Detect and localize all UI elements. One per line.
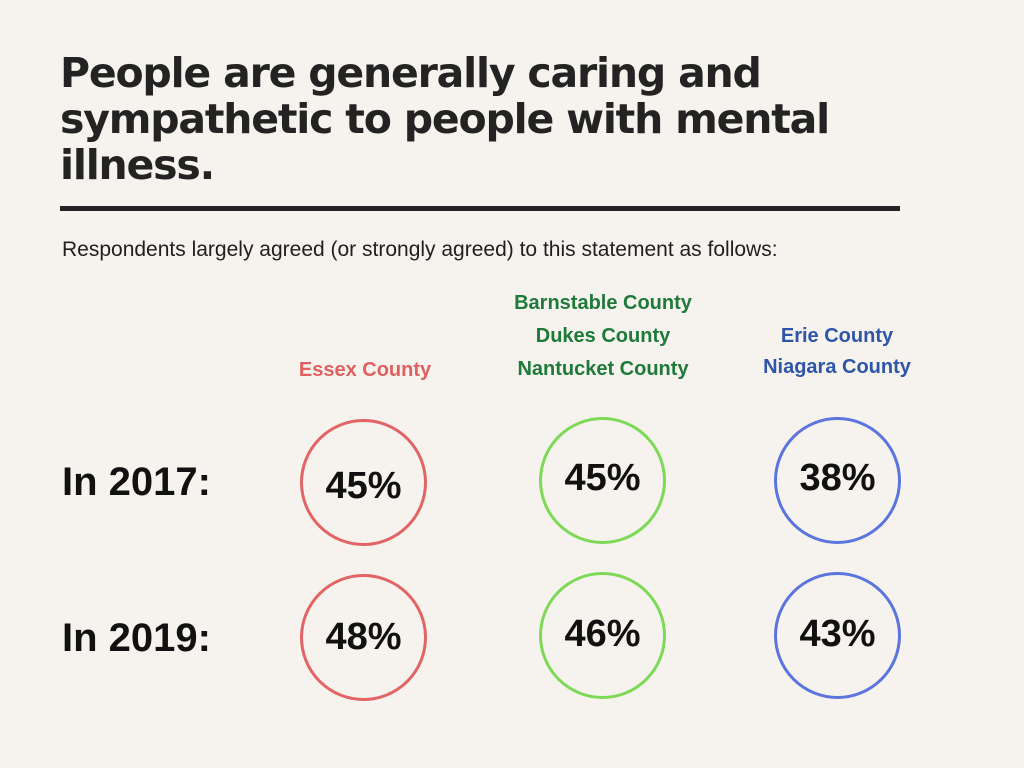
subtitle: Respondents largely agreed (or strongly … bbox=[62, 238, 778, 261]
value-label: 45% bbox=[325, 465, 402, 507]
value-label: 48% bbox=[325, 616, 402, 658]
value-circle-2017-barnstable: 45% bbox=[539, 417, 666, 544]
value-label: 45% bbox=[564, 457, 641, 499]
value-label: 43% bbox=[799, 613, 876, 655]
county-name: Essex County bbox=[298, 359, 432, 381]
county-name: Erie County bbox=[780, 325, 894, 347]
value-label: 38% bbox=[799, 457, 876, 499]
county-name: Dukes County bbox=[535, 325, 671, 347]
value-circle-2017-erie: 38% bbox=[774, 417, 901, 544]
value-circle-2019-erie: 43% bbox=[774, 572, 901, 699]
county-name: Nantucket County bbox=[517, 358, 689, 380]
county-group-essex: Essex County bbox=[225, 354, 505, 387]
title-underline bbox=[60, 206, 900, 211]
value-circle-2019-barnstable: 46% bbox=[539, 572, 666, 699]
county-name: Barnstable County bbox=[514, 292, 692, 314]
row-label-2019: In 2019: bbox=[62, 616, 211, 660]
county-group-barnstable-dukes-nantucket: Barnstable County Dukes County Nantucket… bbox=[463, 287, 743, 386]
page-title: People are generally caring and sympathe… bbox=[60, 49, 830, 189]
county-name: Niagara County bbox=[763, 356, 911, 378]
county-group-erie-niagara: Erie County Niagara County bbox=[697, 321, 977, 383]
value-label: 46% bbox=[564, 613, 641, 655]
row-label-2017: In 2017: bbox=[62, 460, 211, 504]
value-circle-2019-essex: 48% bbox=[300, 574, 427, 701]
value-circle-2017-essex: 45% bbox=[300, 419, 427, 546]
